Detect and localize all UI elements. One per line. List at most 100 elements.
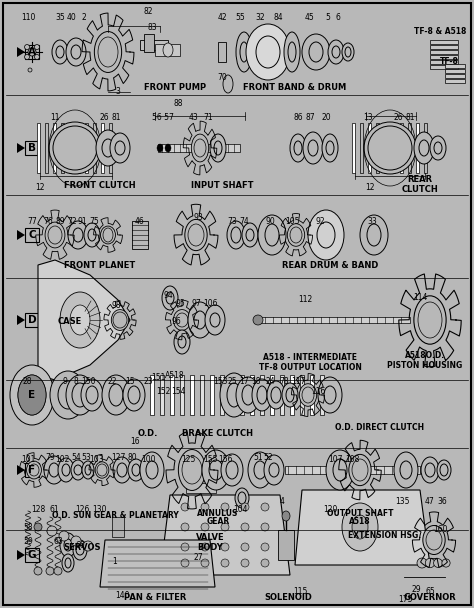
Text: 112: 112	[298, 295, 312, 305]
Bar	[158, 144, 240, 152]
Bar	[445, 64, 465, 68]
Ellipse shape	[35, 44, 39, 49]
Ellipse shape	[286, 388, 294, 402]
Ellipse shape	[227, 383, 241, 407]
Ellipse shape	[52, 40, 68, 64]
Bar	[260, 317, 410, 323]
Bar	[430, 65, 458, 69]
Ellipse shape	[44, 456, 64, 484]
Ellipse shape	[46, 567, 54, 575]
Bar	[140, 40, 168, 50]
Ellipse shape	[328, 40, 344, 64]
Text: CLUTCH: CLUTCH	[401, 185, 438, 195]
Text: PISTON HOUSING: PISTON HOUSING	[387, 361, 463, 370]
Text: GEAR: GEAR	[206, 517, 229, 527]
Ellipse shape	[267, 381, 285, 409]
Ellipse shape	[241, 543, 249, 551]
Ellipse shape	[223, 75, 233, 93]
Ellipse shape	[241, 523, 249, 531]
Text: INPUT SHAFT: INPUT SHAFT	[191, 181, 253, 190]
Text: 13: 13	[363, 114, 373, 122]
Ellipse shape	[256, 36, 280, 68]
Bar	[220, 375, 224, 415]
Text: O.D. DIRECT CLUTCH: O.D. DIRECT CLUTCH	[336, 424, 425, 432]
Ellipse shape	[290, 134, 306, 162]
Ellipse shape	[128, 459, 144, 481]
Ellipse shape	[174, 330, 190, 354]
Text: 79: 79	[45, 454, 55, 463]
Text: A: A	[28, 47, 36, 57]
Bar	[170, 375, 174, 415]
Text: 88: 88	[173, 100, 183, 108]
Text: 120: 120	[323, 505, 337, 514]
Ellipse shape	[62, 554, 74, 572]
Bar	[368, 123, 372, 173]
Ellipse shape	[324, 386, 336, 404]
Text: 17: 17	[239, 378, 249, 387]
Bar	[155, 44, 180, 56]
Ellipse shape	[418, 302, 442, 338]
Text: A518O.D.: A518O.D.	[405, 350, 445, 359]
Ellipse shape	[110, 133, 130, 163]
Ellipse shape	[221, 559, 229, 567]
Ellipse shape	[221, 503, 229, 511]
Bar	[425, 123, 428, 173]
Text: 73: 73	[227, 218, 237, 227]
Text: 115: 115	[293, 587, 307, 596]
Text: TF-8: TF-8	[439, 58, 458, 66]
Ellipse shape	[166, 292, 174, 304]
Text: 82: 82	[143, 7, 153, 16]
Text: G: G	[28, 550, 36, 560]
Ellipse shape	[48, 226, 62, 244]
Text: 15: 15	[125, 378, 135, 387]
Text: 16: 16	[130, 438, 140, 446]
Text: 76: 76	[43, 218, 53, 227]
Text: OUTPUT SHAFT: OUTPUT SHAFT	[327, 508, 393, 517]
Bar	[101, 123, 104, 173]
Ellipse shape	[71, 536, 81, 546]
Ellipse shape	[18, 375, 46, 415]
Text: 114: 114	[413, 294, 427, 303]
Text: 20: 20	[321, 114, 331, 122]
Text: BRAKE CLUTCH: BRAKE CLUTCH	[182, 429, 254, 438]
Ellipse shape	[66, 38, 86, 66]
Ellipse shape	[68, 221, 88, 249]
Text: 103: 103	[89, 455, 103, 465]
Text: 135: 135	[395, 497, 409, 506]
Text: 60: 60	[75, 541, 85, 550]
Text: 1: 1	[113, 558, 118, 567]
Ellipse shape	[423, 525, 445, 554]
Ellipse shape	[117, 463, 127, 477]
Ellipse shape	[34, 523, 42, 531]
Ellipse shape	[236, 32, 252, 72]
Ellipse shape	[302, 34, 330, 70]
Polygon shape	[18, 391, 26, 399]
Ellipse shape	[394, 452, 418, 488]
Text: 3: 3	[116, 88, 120, 97]
Text: 11: 11	[50, 114, 60, 122]
Text: 86: 86	[293, 114, 303, 122]
Ellipse shape	[84, 223, 100, 247]
Text: 78: 78	[279, 378, 289, 387]
Bar	[160, 375, 164, 415]
Ellipse shape	[264, 455, 284, 485]
Ellipse shape	[176, 313, 188, 327]
Text: 107: 107	[328, 455, 342, 465]
Text: 127: 127	[111, 454, 125, 463]
Polygon shape	[295, 490, 430, 565]
Ellipse shape	[28, 68, 32, 72]
Ellipse shape	[368, 126, 412, 170]
Ellipse shape	[241, 559, 249, 567]
Ellipse shape	[261, 503, 269, 511]
Bar	[144, 34, 154, 52]
Text: 96: 96	[171, 317, 181, 326]
Text: TF-8 OUTPUT LOCATION: TF-8 OUTPUT LOCATION	[258, 364, 362, 373]
Polygon shape	[17, 230, 25, 240]
Ellipse shape	[111, 309, 128, 330]
Ellipse shape	[83, 541, 93, 551]
Ellipse shape	[303, 132, 323, 164]
Ellipse shape	[308, 140, 318, 156]
Bar	[353, 123, 356, 173]
Bar	[210, 375, 214, 415]
Ellipse shape	[360, 215, 388, 255]
